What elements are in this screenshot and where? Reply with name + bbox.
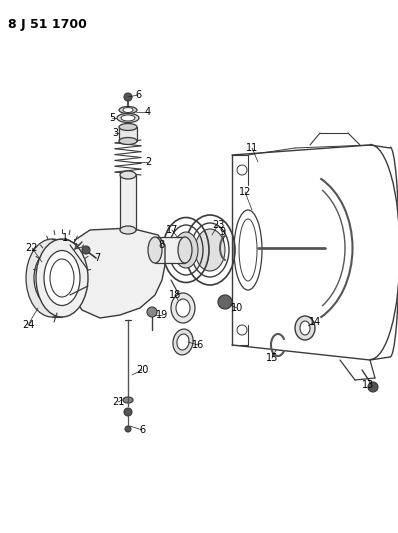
Bar bbox=[155, 237, 185, 263]
Ellipse shape bbox=[176, 299, 190, 317]
Circle shape bbox=[147, 307, 157, 317]
Bar bbox=[119, 127, 137, 141]
Ellipse shape bbox=[173, 329, 193, 355]
Text: 5: 5 bbox=[109, 113, 115, 123]
Ellipse shape bbox=[148, 237, 162, 263]
Ellipse shape bbox=[36, 239, 88, 317]
Ellipse shape bbox=[123, 397, 133, 403]
Text: 20: 20 bbox=[136, 365, 148, 375]
Ellipse shape bbox=[123, 108, 133, 112]
Text: 22: 22 bbox=[26, 243, 38, 253]
Ellipse shape bbox=[119, 107, 137, 114]
Text: 13: 13 bbox=[362, 380, 374, 390]
Text: 3: 3 bbox=[112, 128, 118, 138]
Text: 6: 6 bbox=[139, 425, 145, 435]
Text: 2: 2 bbox=[145, 157, 151, 167]
Circle shape bbox=[218, 295, 232, 309]
Ellipse shape bbox=[117, 114, 139, 123]
Text: 17: 17 bbox=[166, 225, 178, 235]
Circle shape bbox=[82, 246, 90, 254]
Bar bbox=[120, 175, 136, 230]
Ellipse shape bbox=[26, 239, 78, 317]
Ellipse shape bbox=[119, 124, 137, 131]
Text: 8: 8 bbox=[158, 240, 164, 250]
Text: 14: 14 bbox=[309, 317, 321, 327]
Ellipse shape bbox=[178, 237, 192, 263]
Text: 4: 4 bbox=[145, 107, 151, 117]
Ellipse shape bbox=[121, 115, 135, 121]
Text: 23: 23 bbox=[212, 220, 224, 230]
Circle shape bbox=[368, 382, 378, 392]
Ellipse shape bbox=[119, 138, 137, 144]
Ellipse shape bbox=[174, 232, 198, 268]
Ellipse shape bbox=[171, 293, 195, 323]
Text: 11: 11 bbox=[246, 143, 258, 153]
Text: 7: 7 bbox=[94, 253, 100, 263]
Text: 18: 18 bbox=[169, 290, 181, 300]
Ellipse shape bbox=[300, 321, 310, 335]
Text: 15: 15 bbox=[266, 353, 278, 363]
Text: 6: 6 bbox=[135, 90, 141, 100]
Text: 19: 19 bbox=[156, 310, 168, 320]
Text: 24: 24 bbox=[22, 320, 34, 330]
Polygon shape bbox=[68, 228, 165, 318]
Ellipse shape bbox=[34, 251, 70, 305]
Ellipse shape bbox=[177, 334, 189, 350]
Circle shape bbox=[125, 426, 131, 432]
Circle shape bbox=[124, 93, 132, 101]
Ellipse shape bbox=[44, 251, 80, 305]
Text: 21: 21 bbox=[112, 397, 124, 407]
Ellipse shape bbox=[295, 316, 315, 340]
Text: 9: 9 bbox=[219, 227, 225, 237]
Ellipse shape bbox=[195, 229, 225, 271]
Ellipse shape bbox=[120, 171, 136, 179]
Circle shape bbox=[124, 408, 132, 416]
Text: 10: 10 bbox=[231, 303, 243, 313]
Text: 12: 12 bbox=[239, 187, 251, 197]
Text: 16: 16 bbox=[192, 340, 204, 350]
Text: 8 J 51 1700: 8 J 51 1700 bbox=[8, 18, 87, 31]
Ellipse shape bbox=[120, 226, 136, 234]
Text: 1: 1 bbox=[62, 233, 68, 243]
